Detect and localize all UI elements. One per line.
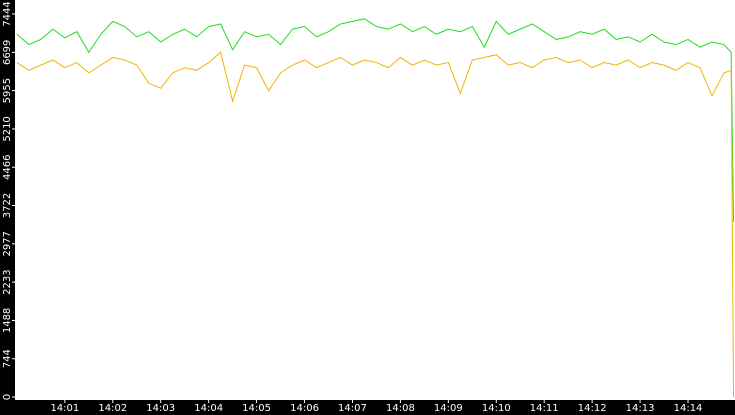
x-tick-label: 14:10: [482, 403, 511, 414]
y-tick-label: 2233: [2, 269, 13, 294]
x-tick-label: 14:08: [386, 403, 415, 414]
series-line: [16, 51, 735, 398]
x-tick-label: 14:13: [626, 403, 655, 414]
series-line: [16, 18, 735, 223]
y-tick-label: 744: [2, 349, 13, 368]
y-tick-label: 5955: [2, 78, 13, 103]
y-tick-label: 0: [2, 394, 13, 400]
x-tick-label: 14:05: [242, 403, 271, 414]
y-tick-label: 4466: [2, 154, 13, 179]
y-tick-label: 5210: [2, 116, 13, 141]
y-tick-label: 6699: [2, 40, 13, 65]
x-tick-label: 14:02: [98, 403, 127, 414]
y-tick-label: 3722: [2, 193, 13, 218]
x-tick-label: 14:09: [434, 403, 463, 414]
x-tick-label: 14:07: [338, 403, 367, 414]
x-tick-label: 14:01: [50, 403, 79, 414]
y-tick-label: 1488: [2, 308, 13, 333]
x-tick-label: 14:14: [674, 403, 703, 414]
x-tick-label: 14:12: [578, 403, 607, 414]
x-tick-label: 14:04: [194, 403, 223, 414]
x-tick-label: 14:11: [530, 403, 559, 414]
y-tick-label: 7444: [2, 1, 13, 26]
y-tick-label: 2977: [2, 231, 13, 256]
x-tick-label: 14:03: [146, 403, 175, 414]
x-axis-strip: [0, 400, 735, 415]
y-axis-strip: [0, 0, 15, 415]
x-tick-label: 14:06: [290, 403, 319, 414]
